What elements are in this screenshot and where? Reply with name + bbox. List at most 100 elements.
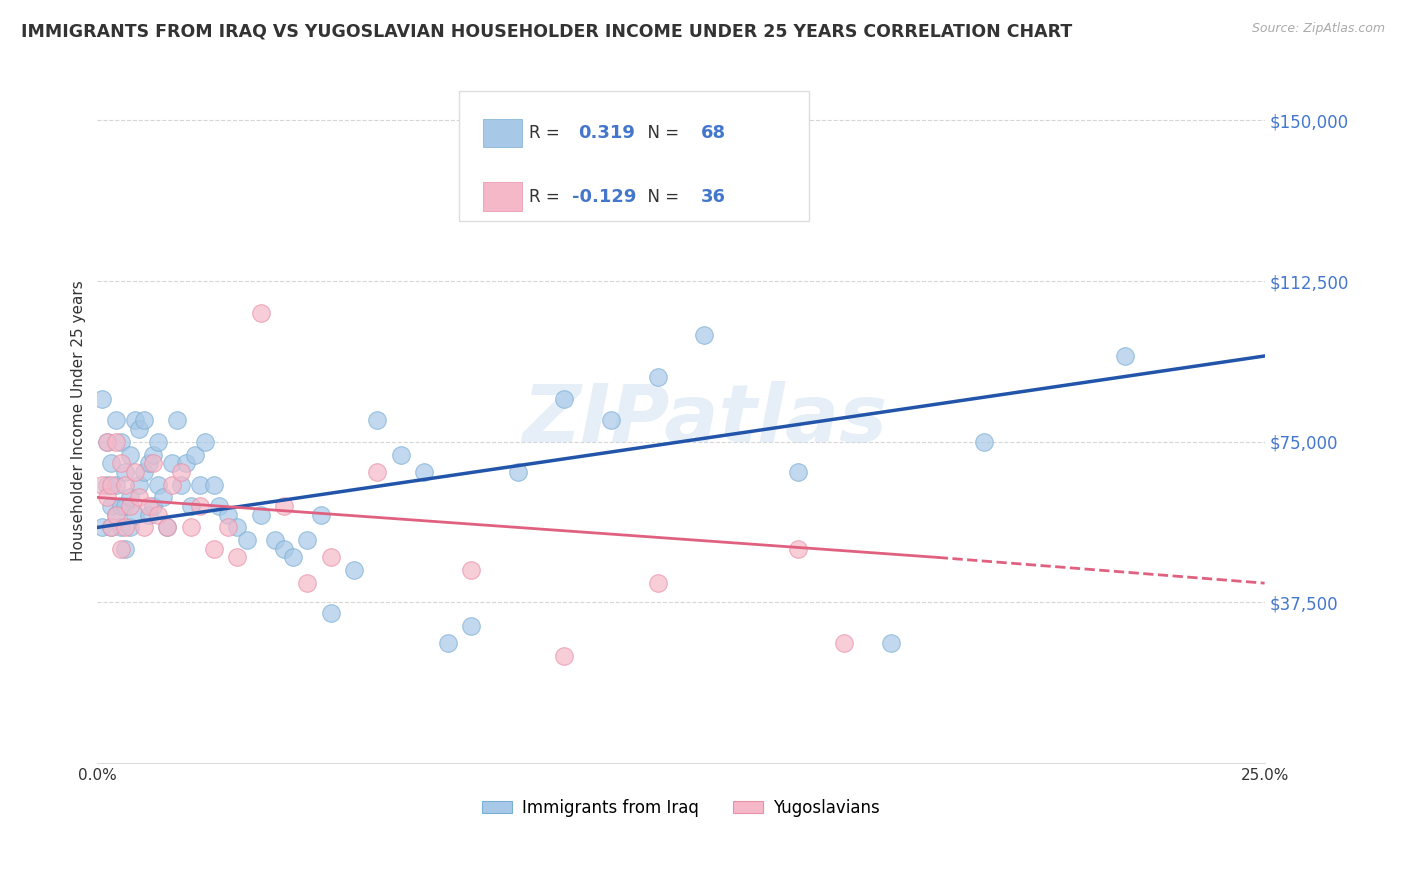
Point	[105, 508, 128, 522]
Point	[786, 541, 808, 556]
Point	[114, 541, 136, 556]
Point	[146, 508, 169, 522]
Point	[273, 541, 295, 556]
Point	[184, 448, 207, 462]
FancyBboxPatch shape	[482, 182, 522, 211]
Text: N =: N =	[637, 187, 683, 206]
Point	[263, 533, 285, 548]
Point	[91, 392, 114, 406]
Text: R =: R =	[529, 124, 565, 142]
Point	[553, 392, 575, 406]
Point	[319, 606, 342, 620]
Point	[105, 508, 128, 522]
Point	[693, 327, 716, 342]
Point	[96, 434, 118, 449]
Point	[146, 477, 169, 491]
Point	[124, 465, 146, 479]
Point	[436, 636, 458, 650]
Point	[973, 434, 995, 449]
Point	[366, 413, 388, 427]
Point	[283, 550, 305, 565]
Point	[100, 499, 122, 513]
Point	[128, 477, 150, 491]
Point	[110, 434, 132, 449]
Point	[647, 576, 669, 591]
Text: ZIPatlas: ZIPatlas	[522, 381, 887, 459]
Point	[297, 576, 319, 591]
Point	[142, 499, 165, 513]
FancyBboxPatch shape	[482, 119, 522, 147]
Point	[156, 520, 179, 534]
Text: R =: R =	[529, 187, 565, 206]
Point	[105, 434, 128, 449]
Point	[138, 508, 160, 522]
Point	[114, 477, 136, 491]
Point	[170, 465, 193, 479]
Point	[100, 456, 122, 470]
Point	[460, 619, 482, 633]
Point	[138, 456, 160, 470]
Point	[786, 465, 808, 479]
Point	[880, 636, 903, 650]
FancyBboxPatch shape	[460, 91, 810, 221]
Point	[273, 499, 295, 513]
Point	[105, 477, 128, 491]
Text: Source: ZipAtlas.com: Source: ZipAtlas.com	[1251, 22, 1385, 36]
Text: N =: N =	[637, 124, 683, 142]
Point	[91, 520, 114, 534]
Text: 0.319: 0.319	[578, 124, 636, 142]
Point	[114, 499, 136, 513]
Text: 36: 36	[700, 187, 725, 206]
Point	[202, 541, 225, 556]
Point	[319, 550, 342, 565]
Point	[100, 520, 122, 534]
Point	[389, 448, 412, 462]
Point	[100, 520, 122, 534]
Point	[226, 520, 249, 534]
Point	[413, 465, 436, 479]
Point	[118, 448, 141, 462]
Point	[217, 520, 239, 534]
Point	[114, 465, 136, 479]
Point	[110, 499, 132, 513]
Point	[110, 456, 132, 470]
Point	[118, 499, 141, 513]
Point	[105, 413, 128, 427]
Point	[647, 370, 669, 384]
Y-axis label: Householder Income Under 25 years: Householder Income Under 25 years	[72, 280, 86, 561]
Point	[96, 477, 118, 491]
Point	[118, 491, 141, 505]
Point	[460, 563, 482, 577]
Point	[208, 499, 231, 513]
Point	[118, 520, 141, 534]
Point	[217, 508, 239, 522]
Point	[249, 508, 271, 522]
Point	[226, 550, 249, 565]
Text: 68: 68	[700, 124, 725, 142]
Point	[114, 520, 136, 534]
Point	[146, 434, 169, 449]
Point	[128, 422, 150, 436]
Point	[138, 499, 160, 513]
Point	[188, 477, 211, 491]
Point	[194, 434, 217, 449]
Point	[600, 413, 623, 427]
Point	[311, 508, 333, 522]
Point	[236, 533, 259, 548]
Point	[152, 491, 174, 505]
Point	[132, 520, 155, 534]
Text: -0.129: -0.129	[572, 187, 637, 206]
Point	[180, 499, 202, 513]
Point	[91, 477, 114, 491]
Point	[96, 491, 118, 505]
Point	[124, 508, 146, 522]
Point	[166, 413, 188, 427]
Point	[124, 413, 146, 427]
Point	[100, 477, 122, 491]
Point	[170, 477, 193, 491]
Point	[128, 491, 150, 505]
Point	[343, 563, 366, 577]
Legend: Immigrants from Iraq, Yugoslavians: Immigrants from Iraq, Yugoslavians	[475, 792, 886, 823]
Point	[297, 533, 319, 548]
Point	[96, 434, 118, 449]
